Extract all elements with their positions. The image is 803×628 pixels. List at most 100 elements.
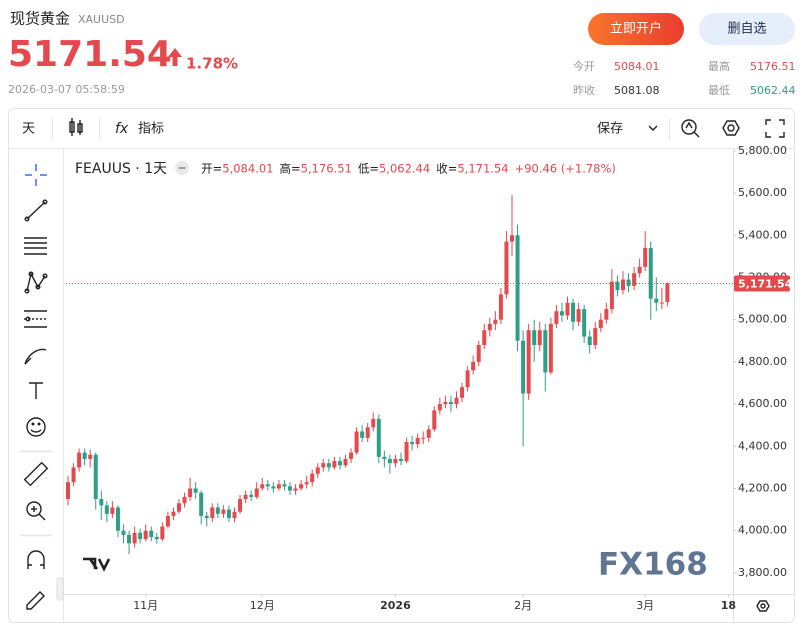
candle-body (204, 515, 209, 519)
chart-frame (8, 108, 795, 623)
candle-body (487, 323, 492, 331)
x-tick-label: 18 (721, 599, 736, 612)
candle-body (521, 340, 526, 394)
legend-label: 开= (201, 162, 222, 176)
candle-body (132, 532, 137, 544)
projection-tool[interactable] (24, 310, 47, 328)
candle-body (332, 461, 337, 468)
candle-body (626, 279, 631, 286)
open-account-button[interactable] (588, 13, 684, 45)
watchlist-button[interactable] (699, 13, 795, 45)
candle-body (115, 507, 120, 531)
candle-body (543, 330, 548, 373)
candle-body (210, 507, 215, 519)
emoji-tool[interactable] (26, 417, 46, 437)
candle-body (127, 534, 132, 544)
title: 现货黄金 (10, 10, 70, 28)
candle-body (121, 530, 126, 535)
candle-body (415, 437, 420, 445)
datetime: 2026-03-07 05:58:59 (8, 83, 125, 96)
fib-tool[interactable] (24, 237, 47, 255)
candle-body (598, 319, 603, 329)
candle-body (482, 330, 487, 345)
candle-body (593, 328, 598, 345)
candle-body (509, 235, 514, 242)
candle-body (299, 484, 304, 489)
fx-icon[interactable]: fx (115, 121, 129, 137)
y-tick-label: 4,200.00 (738, 481, 787, 494)
candle-body (643, 247, 648, 267)
fullscreen[interactable] (765, 119, 785, 138)
candle-body (648, 247, 653, 299)
legend-value: 5,084.01 (222, 162, 273, 176)
legend-label: 高= (279, 162, 300, 176)
candle-body (637, 266, 642, 274)
save-button[interactable]: 保存 (597, 122, 623, 137)
x-tick-label: 2月 (514, 599, 532, 612)
candle-body (326, 463, 331, 468)
chart-type-button[interactable] (69, 118, 83, 136)
candle-body (559, 311, 564, 316)
trend-line-tool[interactable] (24, 199, 48, 222)
candle-body (343, 458, 348, 466)
sidebar-toggle[interactable] (56, 577, 64, 601)
candle-body (398, 458, 403, 462)
candle-body (548, 323, 553, 373)
candle-body (410, 442, 415, 445)
tv-logo (83, 557, 111, 572)
candle-body (226, 509, 231, 519)
settings-dot (727, 124, 735, 132)
candle-body (443, 401, 448, 405)
watchlist-label[interactable]: 删自选 (727, 22, 766, 37)
measure-tool[interactable] (23, 461, 49, 487)
indicators-button[interactable]: 指标 (138, 122, 164, 137)
legend: FEAUUS · 1天 开= 5,084.01 高= 5,176.51 低= 5,062.4… (75, 161, 616, 177)
candle-body (71, 467, 76, 483)
candle-body (93, 454, 98, 500)
candle-body (260, 484, 265, 489)
candle-body (99, 499, 104, 506)
stat-label: 昨收 (573, 83, 595, 97)
y-tick-label: 5,000.00 (738, 313, 787, 326)
plot-area (66, 195, 733, 554)
stat-label: 今开 (573, 59, 595, 73)
candle-body (293, 488, 298, 491)
candle-body (165, 515, 170, 527)
x-tick-label: 3月 (636, 599, 654, 612)
candle-body (315, 467, 320, 474)
candle-body (265, 484, 270, 487)
legend-label: 收= (436, 162, 457, 176)
interval-button[interactable]: 天 (22, 122, 35, 137)
x-tick-label: 12月 (250, 599, 275, 612)
quick-search[interactable] (681, 119, 700, 138)
y-tick-label: 4,000.00 (738, 524, 787, 537)
crosshair-tool[interactable] (25, 164, 47, 186)
candle-body (276, 484, 281, 489)
lock-draw-tool[interactable] (26, 591, 45, 610)
candle-body (238, 499, 243, 512)
zoom-tool[interactable] (26, 501, 46, 521)
legend-label: 低= (358, 162, 379, 176)
candle-body (382, 456, 387, 459)
candle-body (604, 309, 609, 320)
save-menu[interactable] (648, 125, 658, 131)
stat-label: 最高 (708, 59, 730, 73)
candle-body (437, 404, 442, 411)
brush-tool[interactable] (24, 348, 47, 365)
open-account-label[interactable]: 立即开户 (610, 21, 662, 37)
settings[interactable] (722, 120, 740, 136)
candle-body (654, 298, 659, 303)
last-price-box (734, 275, 790, 292)
candle-body (582, 309, 587, 337)
candle-body (609, 281, 614, 310)
candle-body (571, 302, 576, 322)
text-tool[interactable] (29, 382, 43, 399)
candle-body (565, 302, 570, 316)
axis-settings[interactable] (756, 600, 770, 612)
y-tick-label: 5,800.00 (738, 144, 787, 157)
candle-body (149, 530, 154, 538)
pattern-tool[interactable] (24, 271, 48, 294)
legend-symbol: FEAUUS · 1天 (75, 161, 167, 177)
magnet-tool[interactable] (27, 550, 45, 569)
stat-value: 5176.51 (750, 60, 796, 73)
